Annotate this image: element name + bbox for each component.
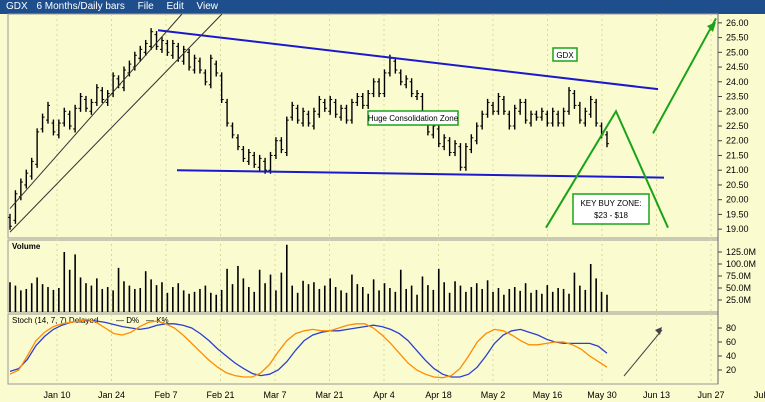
stoch-d-legend: — D% xyxy=(116,316,139,325)
lower-support-line xyxy=(176,169,665,179)
price-tick-label: 22.00 xyxy=(726,136,749,146)
x-tick-label: Feb 7 xyxy=(154,390,177,400)
price-tick-label: 19.50 xyxy=(726,209,749,219)
price-tick-label: 20.50 xyxy=(726,180,749,190)
buy-zone-label-2: $23 - $18 xyxy=(594,211,628,220)
buy-zone-box xyxy=(572,193,650,225)
volume-label: Volume xyxy=(12,242,41,251)
channel-upper-line xyxy=(9,13,183,209)
x-tick-label: Feb 21 xyxy=(206,390,234,400)
price-tick-label: 24.50 xyxy=(726,62,749,72)
x-tick-label: Apr 18 xyxy=(425,390,452,400)
channel-lower-line xyxy=(9,13,223,233)
x-tick-label: Mar 21 xyxy=(315,390,343,400)
x-tick-label: May 2 xyxy=(481,390,506,400)
x-tick-label: May 16 xyxy=(533,390,563,400)
price-tick-label: 19.00 xyxy=(726,224,749,234)
x-tick-label: Mar 7 xyxy=(263,390,286,400)
menu-file[interactable]: File xyxy=(137,1,154,12)
projection-arrowhead xyxy=(707,22,716,32)
volume-tick-label: 25.0M xyxy=(726,295,751,305)
x-tick-label: Jun 13 xyxy=(643,390,670,400)
period-dropdown[interactable]: 6 Months/Daily bars xyxy=(36,1,125,12)
price-tick-label: 26.00 xyxy=(726,18,749,28)
price-tick-label: 22.50 xyxy=(726,121,749,131)
ticker-title: GDX xyxy=(6,1,28,12)
price-tick-label: 24.00 xyxy=(726,77,749,87)
upper-resistance-line xyxy=(157,29,659,91)
volume-tick-label: 100.0M xyxy=(726,259,756,269)
x-tick-label: Apr 4 xyxy=(373,390,395,400)
price-tick-label: 23.00 xyxy=(726,106,749,116)
stoch-label: Stoch (14, 7, 7) Delayed xyxy=(12,316,98,325)
x-tick-label: May 30 xyxy=(587,390,617,400)
stoch-tick-label: 80 xyxy=(726,323,736,333)
gdx-box-label: GDX xyxy=(556,51,574,60)
title-bar: GDX 6 Months/Daily bars File Edit View xyxy=(0,0,765,14)
x-tick-label: Jan 10 xyxy=(43,390,70,400)
price-tick-label: 25.50 xyxy=(726,33,749,43)
stoch-projection-line xyxy=(623,329,663,377)
volume-tick-label: 125.0M xyxy=(726,247,756,257)
volume-tick-label: 50.0M xyxy=(726,283,751,293)
price-tick-label: 25.00 xyxy=(726,47,749,57)
stoch-tick-label: 20 xyxy=(726,365,736,375)
stoch-tick-label: 40 xyxy=(726,351,736,361)
volume-tick-label: 75.0M xyxy=(726,271,751,281)
stoch-k-line xyxy=(9,318,608,379)
projection-arrow xyxy=(652,17,717,134)
menu-edit[interactable]: Edit xyxy=(166,1,184,12)
price-tick-label: 20.00 xyxy=(726,195,749,205)
price-tick-label: 21.50 xyxy=(726,150,749,160)
x-tick-label: Jul 11 xyxy=(754,390,765,400)
stoch-projection-arrowhead xyxy=(655,327,662,335)
price-tick-label: 23.50 xyxy=(726,92,749,102)
price-tick-label: 21.00 xyxy=(726,165,749,175)
stoch-d-line xyxy=(9,319,608,378)
stoch-tick-label: 60 xyxy=(726,337,736,347)
buy-zone-label-1: KEY BUY ZONE: xyxy=(580,199,641,208)
consolidation-label: Huge Consolidation Zone xyxy=(368,114,459,123)
gdx-box xyxy=(552,47,578,62)
buy-zone-triangle xyxy=(545,109,669,229)
consolidation-box xyxy=(367,110,459,126)
menu-view[interactable]: View xyxy=(196,1,219,12)
x-tick-label: Jun 27 xyxy=(697,390,724,400)
x-tick-label: Jan 24 xyxy=(98,390,125,400)
